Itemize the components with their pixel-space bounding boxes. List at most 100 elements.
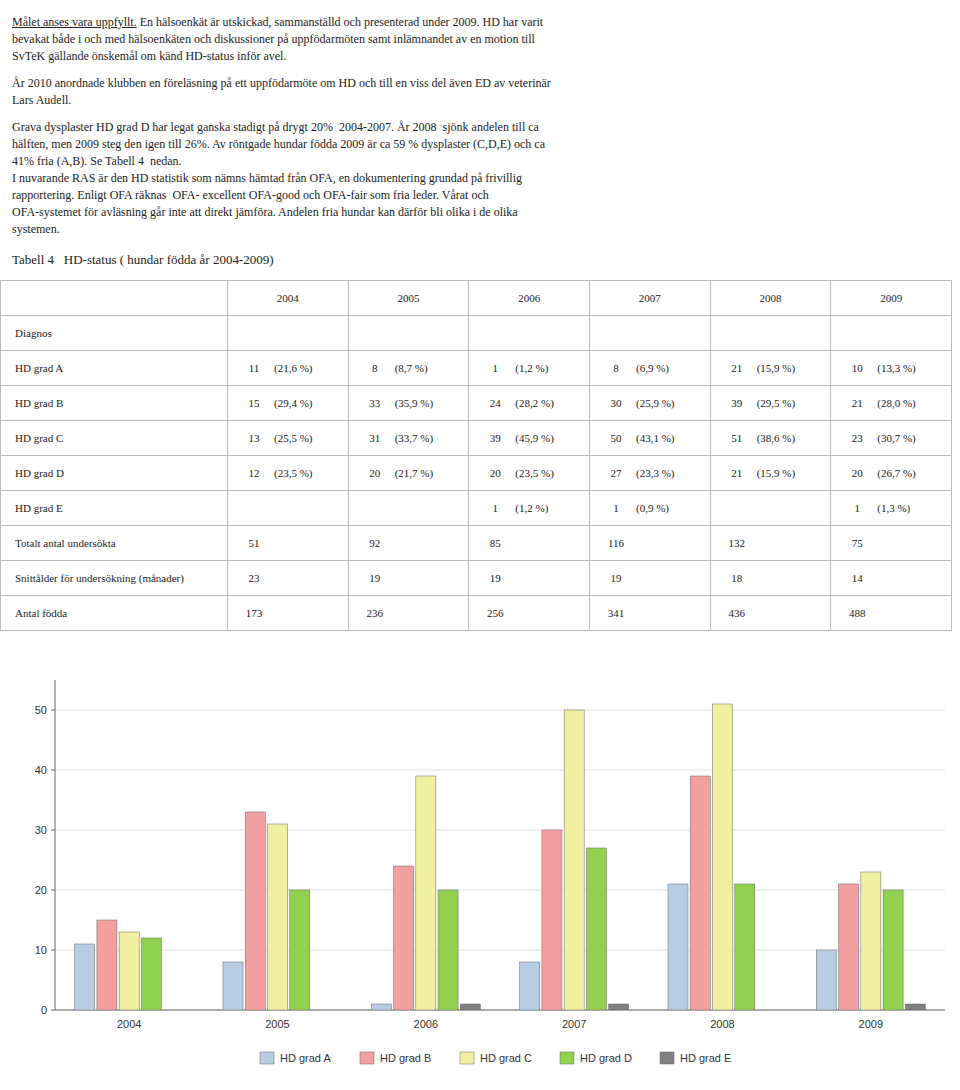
cell-value: 18 [717, 572, 757, 584]
x-tick-label: 2004 [117, 1018, 141, 1030]
bar [438, 890, 458, 1010]
table-cell: 11(21,6 %) [228, 351, 349, 386]
y-tick [51, 770, 55, 771]
cell-percent: (25,5 %) [274, 432, 313, 444]
table-row: Snittålder för undersökning (månader)231… [1, 561, 952, 596]
table-cell [348, 316, 469, 351]
row-label: HD grad A [1, 351, 228, 386]
bar [861, 872, 881, 1010]
cell-value: 1 [837, 502, 877, 514]
column-header: 2005 [348, 281, 469, 316]
bar [816, 950, 836, 1010]
cell-value: 1 [596, 502, 636, 514]
text-line: Grava dysplaster HD grad D har legat gan… [12, 119, 948, 136]
table-row: HD grad A11(21,6 %)8(8,7 %)1(1,2 %)8(6,9… [1, 351, 952, 386]
table-body: 200420052006200720082009DiagnosHD grad A… [1, 281, 952, 631]
bar [883, 890, 903, 1010]
table-cell: 24(28,2 %) [469, 386, 590, 421]
row-label: Antal födda [1, 596, 228, 631]
table-cell: 1(1,3 %) [831, 491, 952, 526]
cell-percent: (45,9 %) [515, 432, 554, 444]
cell-value: 33 [355, 397, 395, 409]
cell-percent: (1,2 %) [515, 362, 548, 374]
cell-value: 341 [596, 607, 636, 619]
cell-value: 39 [717, 397, 757, 409]
cell-percent: (23,5 %) [274, 467, 313, 479]
bar [668, 884, 688, 1010]
underlined-text: Målet anses vara uppfyllt. [12, 15, 137, 29]
cell-value: 236 [355, 607, 395, 619]
grid-line [55, 710, 945, 711]
cell-value: 10 [837, 362, 877, 374]
table-cell [469, 316, 590, 351]
cell-value: 24 [475, 397, 515, 409]
y-tick [51, 890, 55, 891]
table-row: Totalt antal undersökta51928511613275 [1, 526, 952, 561]
table-cell: 33(35,9 %) [348, 386, 469, 421]
bar [245, 812, 265, 1010]
cell-value: 14 [837, 572, 877, 584]
cell-value: 19 [355, 572, 395, 584]
cell-value: 13 [234, 432, 274, 444]
table-cell: 341 [589, 596, 710, 631]
grid-line [55, 830, 945, 831]
cell-percent: (1,2 %) [515, 502, 548, 514]
row-label: HD grad D [1, 456, 228, 491]
table-row: HD grad B15(29,4 %)33(35,9 %)24(28,2 %)3… [1, 386, 952, 421]
cell-value: 19 [475, 572, 515, 584]
cell-percent: (38,6 %) [757, 432, 796, 444]
table-cell: 12(23,5 %) [228, 456, 349, 491]
paragraph: Målet anses vara uppfyllt. En hälsoenkät… [12, 14, 948, 65]
cell-value: 256 [475, 607, 515, 619]
cell-percent: (15,9 %) [757, 362, 796, 374]
legend-swatch [560, 1052, 574, 1064]
table-cell: 256 [469, 596, 590, 631]
bar [119, 932, 139, 1010]
cell-value: 31 [355, 432, 395, 444]
cell-value: 19 [596, 572, 636, 584]
table-cell: 51 [228, 526, 349, 561]
row-label: HD grad B [1, 386, 228, 421]
cell-value: 30 [596, 397, 636, 409]
table-cell: 13(25,5 %) [228, 421, 349, 456]
bar [312, 1010, 332, 1011]
cell-value: 50 [596, 432, 636, 444]
bar [460, 1004, 480, 1010]
bar [97, 920, 117, 1010]
legend-label: HD grad A [280, 1052, 331, 1064]
bar [290, 890, 310, 1010]
legend-swatch [260, 1052, 274, 1064]
table-cell: 173 [228, 596, 349, 631]
cell-value: 8 [355, 362, 395, 374]
cell-value: 21 [837, 397, 877, 409]
table-cell: 1(0,9 %) [589, 491, 710, 526]
table-cell: 21(28,0 %) [831, 386, 952, 421]
cell-percent: (21,7 %) [395, 467, 434, 479]
table-cell: 132 [710, 526, 831, 561]
cell-percent: (35,9 %) [395, 397, 434, 409]
cell-percent: (29,4 %) [274, 397, 313, 409]
table-cell [228, 316, 349, 351]
text-line: systemen. [12, 221, 948, 238]
cell-percent: (23,5 %) [515, 467, 554, 479]
table-cell: 236 [348, 596, 469, 631]
x-axis-line [55, 1010, 945, 1011]
y-tick [51, 830, 55, 831]
table-row: HD grad E1(1,2 %)1(0,9 %)1(1,3 %) [1, 491, 952, 526]
bar [394, 866, 414, 1010]
text-line: OFA-systemet för avläsning går inte att … [12, 204, 948, 221]
column-header: 2008 [710, 281, 831, 316]
cell-value: 21 [717, 467, 757, 479]
table-cell: 20(21,7 %) [348, 456, 469, 491]
y-tick-label: 40 [35, 764, 47, 776]
chart-svg: 01020304050200420052006200720082009HD gr… [0, 665, 960, 1090]
cell-value: 488 [837, 607, 877, 619]
table-cell [348, 491, 469, 526]
cell-value: 12 [234, 467, 274, 479]
table-cell: 15(29,4 %) [228, 386, 349, 421]
table-cell: 23(30,7 %) [831, 421, 952, 456]
bar [839, 884, 859, 1010]
bar [520, 962, 540, 1010]
bar [712, 704, 732, 1010]
text-line: SvTeK gällande önskemål om känd HD-statu… [12, 48, 948, 65]
